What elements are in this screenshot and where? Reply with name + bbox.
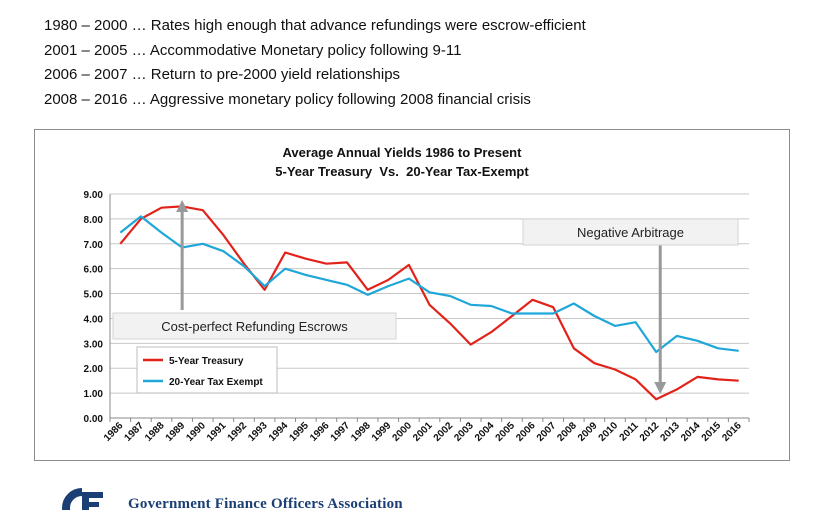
x-tick-label: 1990	[184, 420, 208, 444]
x-tick-label: 2011	[618, 420, 641, 443]
y-tick-label: 5.00	[84, 290, 104, 301]
y-tick-label: 9.00	[84, 190, 104, 201]
legend-label: 5-Year Treasury	[169, 356, 244, 367]
series-layer	[119, 205, 739, 401]
x-tick-label: 1991	[205, 420, 229, 444]
x-tick-label: 1989	[164, 420, 188, 444]
y-tick-label: 7.00	[84, 240, 104, 251]
x-tick-label: 2000	[390, 420, 414, 444]
x-tick-label: 2014	[679, 420, 703, 444]
period-item: 2008 – 2016 … Aggressive monetary policy…	[44, 90, 531, 108]
period-item: 2001 – 2005 … Accommodative Monetary pol…	[44, 41, 462, 59]
x-tick-label: 2015	[700, 420, 724, 444]
x-tick-label: 2007	[535, 420, 559, 444]
x-tick-label: 2013	[658, 420, 682, 444]
annotation-box	[522, 218, 739, 246]
x-tick-label: 1992	[226, 420, 250, 444]
gfoa-logo-icon	[62, 488, 103, 510]
x-tick-label: 1998	[349, 420, 373, 444]
x-tick-label: 2003	[452, 420, 476, 444]
y-tick-label: 6.00	[84, 265, 104, 276]
annotation-arrow-head	[176, 200, 189, 212]
x-tick-label: 1999	[370, 420, 394, 444]
chart-title: Average Annual Yields 1986 to Present	[283, 145, 523, 160]
legend: 5-Year Treasury 20-Year Tax Exempt	[136, 346, 278, 394]
x-tick-label: 2008	[555, 420, 579, 444]
legend-box	[136, 346, 278, 394]
yield-chart: Average Annual Yields 1986 to Present 5-…	[34, 129, 790, 461]
annotation-cost-perfect: Cost-perfect Refunding Escrows	[161, 319, 348, 334]
annotation-box	[112, 312, 397, 340]
x-tick-label: 1987	[123, 420, 147, 444]
x-tick-label: 2006	[514, 420, 538, 444]
period-item: 1980 – 2000 … Rates high enough that adv…	[44, 17, 586, 34]
footer: Government Finance Officers Association	[60, 484, 440, 510]
x-tick-label: 1995	[287, 420, 311, 444]
x-tick-label: 2012	[638, 420, 662, 444]
annotation-negative-arbitrage: Negative Arbitrage	[577, 225, 684, 240]
x-tick-label: 1993	[246, 420, 270, 444]
x-tick-label: 2005	[494, 420, 518, 444]
x-tick-label: 2001	[411, 420, 435, 444]
series-line-20-year-tax-exempt	[119, 215, 739, 354]
period-list: 1980 – 2000 … Rates high enough that adv…	[44, 14, 586, 112]
x-tick-label: 1996	[308, 420, 332, 444]
y-tick-label: 3.00	[84, 339, 104, 350]
chart-svg: Average Annual Yields 1986 to Present 5-…	[84, 145, 750, 444]
x-tick-label: 2002	[432, 420, 456, 444]
y-tick-label: 2.00	[84, 364, 104, 375]
x-tick-label: 2004	[473, 420, 497, 444]
x-tick-label: 1986	[102, 420, 126, 444]
chart-subtitle: 5-Year Treasury Vs. 20-Year Tax-Exempt	[275, 164, 529, 179]
annotation-layer: Cost-perfect Refunding Escrows Negative A…	[112, 200, 739, 394]
x-tick-label: 1994	[267, 420, 291, 444]
x-tick-label: 2010	[597, 420, 621, 444]
series-line-5-year-treasury	[119, 205, 739, 401]
y-tick-label: 0.00	[84, 414, 104, 425]
annotation-arrow-head	[654, 382, 667, 394]
x-tick-label: 1988	[143, 420, 167, 444]
org-name: Government Finance Officers Association	[128, 496, 403, 510]
period-item: 2006 – 2007 … Return to pre-2000 yield r…	[44, 66, 401, 83]
y-tick-label: 4.00	[84, 314, 104, 325]
x-tick-label: 2009	[576, 420, 600, 444]
legend-label: 20-Year Tax Exempt	[169, 377, 263, 388]
y-tick-label: 1.00	[84, 389, 104, 400]
y-tick-label: 8.00	[84, 215, 104, 226]
x-tick-label: 2016	[720, 420, 744, 444]
x-tick-label: 1997	[329, 420, 353, 444]
